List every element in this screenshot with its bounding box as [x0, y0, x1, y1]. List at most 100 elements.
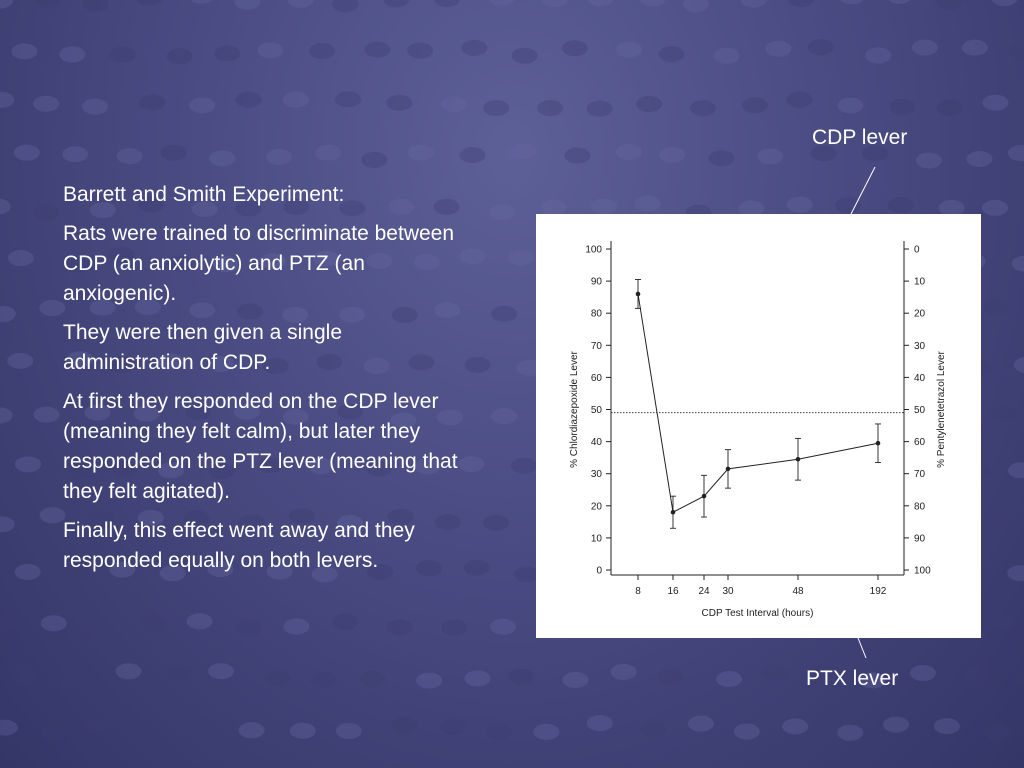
- paragraph-heading: Barrett and Smith Experiment:: [63, 183, 345, 206]
- background-dot: [982, 199, 1009, 216]
- left-y-tick-label: 80: [591, 309, 603, 320]
- data-point: [795, 456, 801, 462]
- background-dot: [136, 0, 162, 6]
- background-dot: [562, 671, 589, 688]
- background-dot: [339, 200, 366, 217]
- background-dot: [386, 619, 413, 636]
- background-dot: [287, 0, 314, 8]
- background-dot: [689, 100, 716, 117]
- background-dot: [464, 670, 491, 687]
- background-dot: [282, 91, 309, 108]
- paragraph-responses: At first they responded on the CDP lever…: [63, 390, 458, 503]
- background-dot: [361, 151, 388, 168]
- background-dot: [482, 514, 509, 531]
- left-y-tick-label: 60: [591, 373, 603, 384]
- background-dot: [390, 412, 417, 429]
- background-dot: [713, 47, 740, 64]
- background-dot: [209, 150, 236, 167]
- x-tick-label: 16: [667, 586, 679, 597]
- right-y-tick-label: 90: [914, 533, 926, 544]
- background-dot: [109, 356, 136, 373]
- background-dot: [639, 0, 666, 7]
- background-dot: [364, 41, 391, 58]
- background-dot: [508, 668, 535, 685]
- background-dot: [991, 614, 1018, 631]
- background-dot: [915, 152, 942, 169]
- background-dot: [788, 0, 814, 8]
- background-dot: [434, 514, 461, 531]
- background-dot: [82, 98, 109, 115]
- background-dot: [808, 663, 835, 680]
- background-dot: [310, 671, 337, 688]
- background-dot: [34, 0, 61, 8]
- background-dot: [9, 668, 36, 685]
- background-dot: [0, 719, 18, 736]
- background-dot: [708, 150, 735, 167]
- right-y-tick-label: 60: [914, 437, 926, 448]
- background-dot: [1013, 357, 1024, 373]
- background-dot: [657, 668, 684, 685]
- background-dot: [264, 670, 291, 687]
- right-y-tick-label: 20: [914, 309, 926, 320]
- background-dot: [235, 91, 262, 108]
- background-dot: [0, 305, 16, 322]
- left-y-tick-label: 10: [591, 533, 603, 544]
- background-dot: [507, 249, 534, 266]
- background-dot: [889, 98, 916, 115]
- background-dot: [266, 563, 293, 580]
- background-dot: [283, 618, 310, 635]
- background-dot: [408, 354, 435, 371]
- chart-panel: 0 10 20 30 40 50 60 70 80 90 100 100 90 80 70 60 50 40 30 2…: [536, 214, 981, 638]
- background-dot: [134, 299, 161, 316]
- background-dot: [782, 718, 809, 735]
- background-dot: [158, 353, 185, 370]
- data-point: [875, 440, 881, 446]
- background-dot: [14, 456, 41, 473]
- background-dot: [441, 619, 468, 636]
- background-dot: [483, 99, 510, 116]
- background-dot: [366, 252, 393, 269]
- background-dot: [109, 46, 136, 63]
- background-dot: [14, 563, 41, 580]
- background-dot: [1011, 255, 1024, 272]
- background-dot: [416, 560, 443, 577]
- background-dot: [108, 247, 135, 264]
- background-dot: [658, 46, 685, 63]
- background-dot: [513, 566, 540, 583]
- right-y-tick-label: 70: [914, 469, 926, 480]
- background-dot: [311, 566, 338, 583]
- left-y-tick-label: 0: [596, 566, 602, 577]
- background-dot: [533, 723, 560, 740]
- background-dot: [459, 248, 486, 265]
- series-line: [637, 293, 879, 513]
- x-tick-label: 30: [722, 586, 734, 597]
- data-point: [701, 493, 707, 499]
- background-dot: [166, 255, 193, 272]
- background-dot: [137, 196, 164, 213]
- background-dot: [615, 41, 642, 58]
- background-dot: [335, 722, 362, 739]
- left-y-tick-label: 20: [591, 501, 603, 512]
- background-dot: [634, 195, 661, 212]
- background-dot: [458, 456, 485, 473]
- background-dot: [366, 460, 393, 477]
- background-dot: [909, 665, 936, 682]
- background-dot: [33, 406, 60, 423]
- background-dot: [260, 253, 287, 270]
- background-dot: [137, 509, 164, 526]
- background-dot: [166, 48, 193, 65]
- right-y-tick-label: 40: [914, 373, 926, 384]
- background-dot: [640, 720, 667, 737]
- background-dot: [87, 510, 114, 527]
- background-dot: [733, 723, 760, 740]
- data-point: [725, 466, 731, 472]
- right-y-tick-label: 10: [914, 277, 926, 288]
- background-dot: [189, 302, 216, 319]
- background-dot: [839, 0, 864, 5]
- background-dot: [0, 198, 11, 215]
- background-dot: [63, 256, 90, 273]
- background-dot: [741, 97, 768, 114]
- background-dot: [139, 94, 166, 111]
- background-dot: [463, 559, 490, 576]
- background-dot: [1015, 669, 1024, 685]
